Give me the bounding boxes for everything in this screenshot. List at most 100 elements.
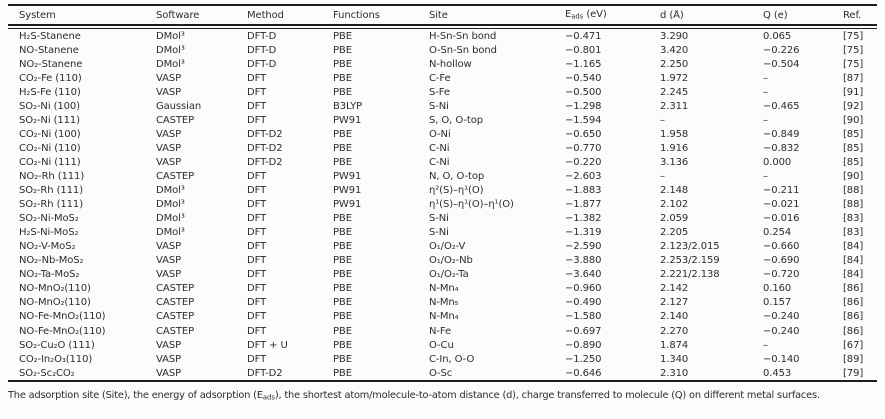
col-header-distance: d (Å): [660, 9, 684, 21]
cell-system: NO-MnO₂(110): [19, 283, 91, 295]
cell-charge: –: [763, 339, 768, 351]
cell-distance: 3.420: [660, 44, 689, 56]
cell-functions: PBE: [333, 339, 352, 351]
cell-site: S-Ni: [429, 213, 449, 225]
cell-distance: 1.340: [660, 353, 689, 365]
cell-method: DFT: [247, 72, 267, 84]
cell-ref: [83]: [843, 213, 864, 225]
cell-site: S-Ni: [429, 227, 449, 239]
cell-distance: 2.148: [660, 185, 689, 197]
footnote-text-pre: The adsorption site (Site), the energy o…: [8, 389, 263, 401]
cell-distance: 1.916: [660, 142, 689, 154]
cell-eads: −3.880: [565, 255, 602, 267]
cell-method: DFT: [247, 227, 267, 239]
cell-distance: 1.958: [660, 128, 689, 140]
cell-eads: −1.580: [565, 311, 602, 323]
cell-eads: −1.883: [565, 185, 602, 197]
cell-software: VASP: [156, 72, 182, 84]
cell-software: VASP: [156, 128, 182, 140]
table-footnote: The adsorption site (Site), the energy o…: [8, 390, 877, 402]
cell-ref: [86]: [843, 283, 864, 295]
table-row: SO₂-Rh (111) DMol³ DFT PW91 η²(S)–η¹(O) …: [8, 184, 877, 198]
cell-method: DFT: [247, 170, 267, 182]
cell-functions: PBE: [333, 283, 352, 295]
table-row: NO₂-V-MoS₂ VASP DFT PBE O₁/O₂-V −2.590 2…: [8, 240, 877, 254]
cell-eads: −2.603: [565, 170, 602, 182]
table-row: NO-MnO₂(110) CASTEP DFT PBE N-Mn₅ −0.490…: [8, 296, 877, 310]
cell-site: O-Sn-Sn bond: [429, 44, 497, 56]
cell-functions: PBE: [333, 86, 352, 98]
header-rule-thick: [8, 24, 877, 26]
cell-distance: 1.972: [660, 72, 689, 84]
cell-method: DFT: [247, 353, 267, 365]
cell-software: VASP: [156, 156, 182, 168]
col-header-functions: Functions: [333, 9, 380, 21]
table-row: CO₂-Ni (100) VASP DFT-D2 PBE O-Ni −0.650…: [8, 127, 877, 141]
cell-charge: −0.849: [763, 128, 800, 140]
cell-functions: PBE: [333, 311, 352, 323]
cell-site: O₁/O₂-Ta: [429, 269, 469, 281]
cell-ref: [86]: [843, 325, 864, 337]
eads-subscript: ads: [571, 12, 584, 21]
cell-charge: −0.240: [763, 325, 800, 337]
cell-software: CASTEP: [156, 311, 195, 323]
cell-distance: 3.290: [660, 30, 689, 42]
cell-site: N-Mn₅: [429, 297, 459, 309]
cell-site: C-Ni: [429, 156, 450, 168]
cell-method: DFT-D: [247, 58, 277, 70]
cell-charge: −0.016: [763, 213, 800, 225]
table-row: SO₂-Cu₂O (111) VASP DFT + U PBE O-Cu −0.…: [8, 338, 877, 352]
cell-functions: PBE: [333, 269, 352, 281]
cell-software: DMol³: [156, 227, 185, 239]
cell-software: DMol³: [156, 44, 185, 56]
cell-distance: 2.221/2.138: [660, 269, 720, 281]
cell-ref: [85]: [843, 128, 864, 140]
cell-site: C-In, O-O: [429, 353, 475, 365]
table-row: SO₂-Sc₂CO₂ VASP DFT-D2 PBE O-Sc −0.646 2…: [8, 366, 877, 380]
cell-charge: −0.211: [763, 185, 800, 197]
cell-charge: −0.140: [763, 353, 800, 365]
cell-eads: −1.298: [565, 100, 602, 112]
cell-ref: [67]: [843, 339, 864, 351]
cell-method: DFT: [247, 283, 267, 295]
cell-ref: [75]: [843, 30, 864, 42]
cell-software: CASTEP: [156, 297, 195, 309]
table-row: NO-Stanene DMol³ DFT-D PBE O-Sn-Sn bond …: [8, 43, 877, 57]
cell-site: N-Mn₄: [429, 283, 459, 295]
cell-site: C-Fe: [429, 72, 451, 84]
cell-method: DFT: [247, 114, 267, 126]
cell-ref: [91]: [843, 86, 864, 98]
cell-eads: −1.382: [565, 213, 602, 225]
cell-system: SO₂-Rh (111): [19, 199, 83, 211]
cell-distance: 2.245: [660, 86, 689, 98]
cell-functions: PBE: [333, 44, 352, 56]
cell-ref: [89]: [843, 353, 864, 365]
cell-functions: PBE: [333, 255, 352, 267]
cell-ref: [79]: [843, 367, 864, 379]
cell-eads: −1.594: [565, 114, 602, 126]
cell-eads: −2.590: [565, 241, 602, 253]
cell-method: DFT: [247, 269, 267, 281]
footnote-eads-subscript: ads: [262, 393, 275, 402]
cell-site: O₁/O₂-Nb: [429, 255, 473, 267]
cell-software: CASTEP: [156, 325, 195, 337]
cell-eads: −1.165: [565, 58, 602, 70]
cell-system: H₂S-Fe (110): [19, 86, 81, 98]
cell-functions: PBE: [333, 142, 352, 154]
cell-functions: PW91: [333, 114, 362, 126]
cell-method: DFT-D2: [247, 128, 283, 140]
cell-functions: PW91: [333, 199, 362, 211]
cell-ref: [85]: [843, 142, 864, 154]
cell-charge: –: [763, 86, 768, 98]
table-row: SO₂-Ni (100) Gaussian DFT B3LYP S-Ni −1.…: [8, 99, 877, 113]
cell-method: DFT-D: [247, 44, 277, 56]
cell-site: O-Cu: [429, 339, 454, 351]
cell-charge: 0.000: [763, 156, 792, 168]
cell-software: CASTEP: [156, 114, 195, 126]
table-row: CO₂-Ni (111) VASP DFT-D2 PBE C-Ni −0.220…: [8, 155, 877, 169]
cell-distance: 2.310: [660, 367, 689, 379]
col-header-ref: Ref.: [843, 9, 862, 21]
cell-ref: [75]: [843, 44, 864, 56]
cell-site: η²(S)–η¹(O): [429, 185, 484, 197]
cell-software: VASP: [156, 142, 182, 154]
